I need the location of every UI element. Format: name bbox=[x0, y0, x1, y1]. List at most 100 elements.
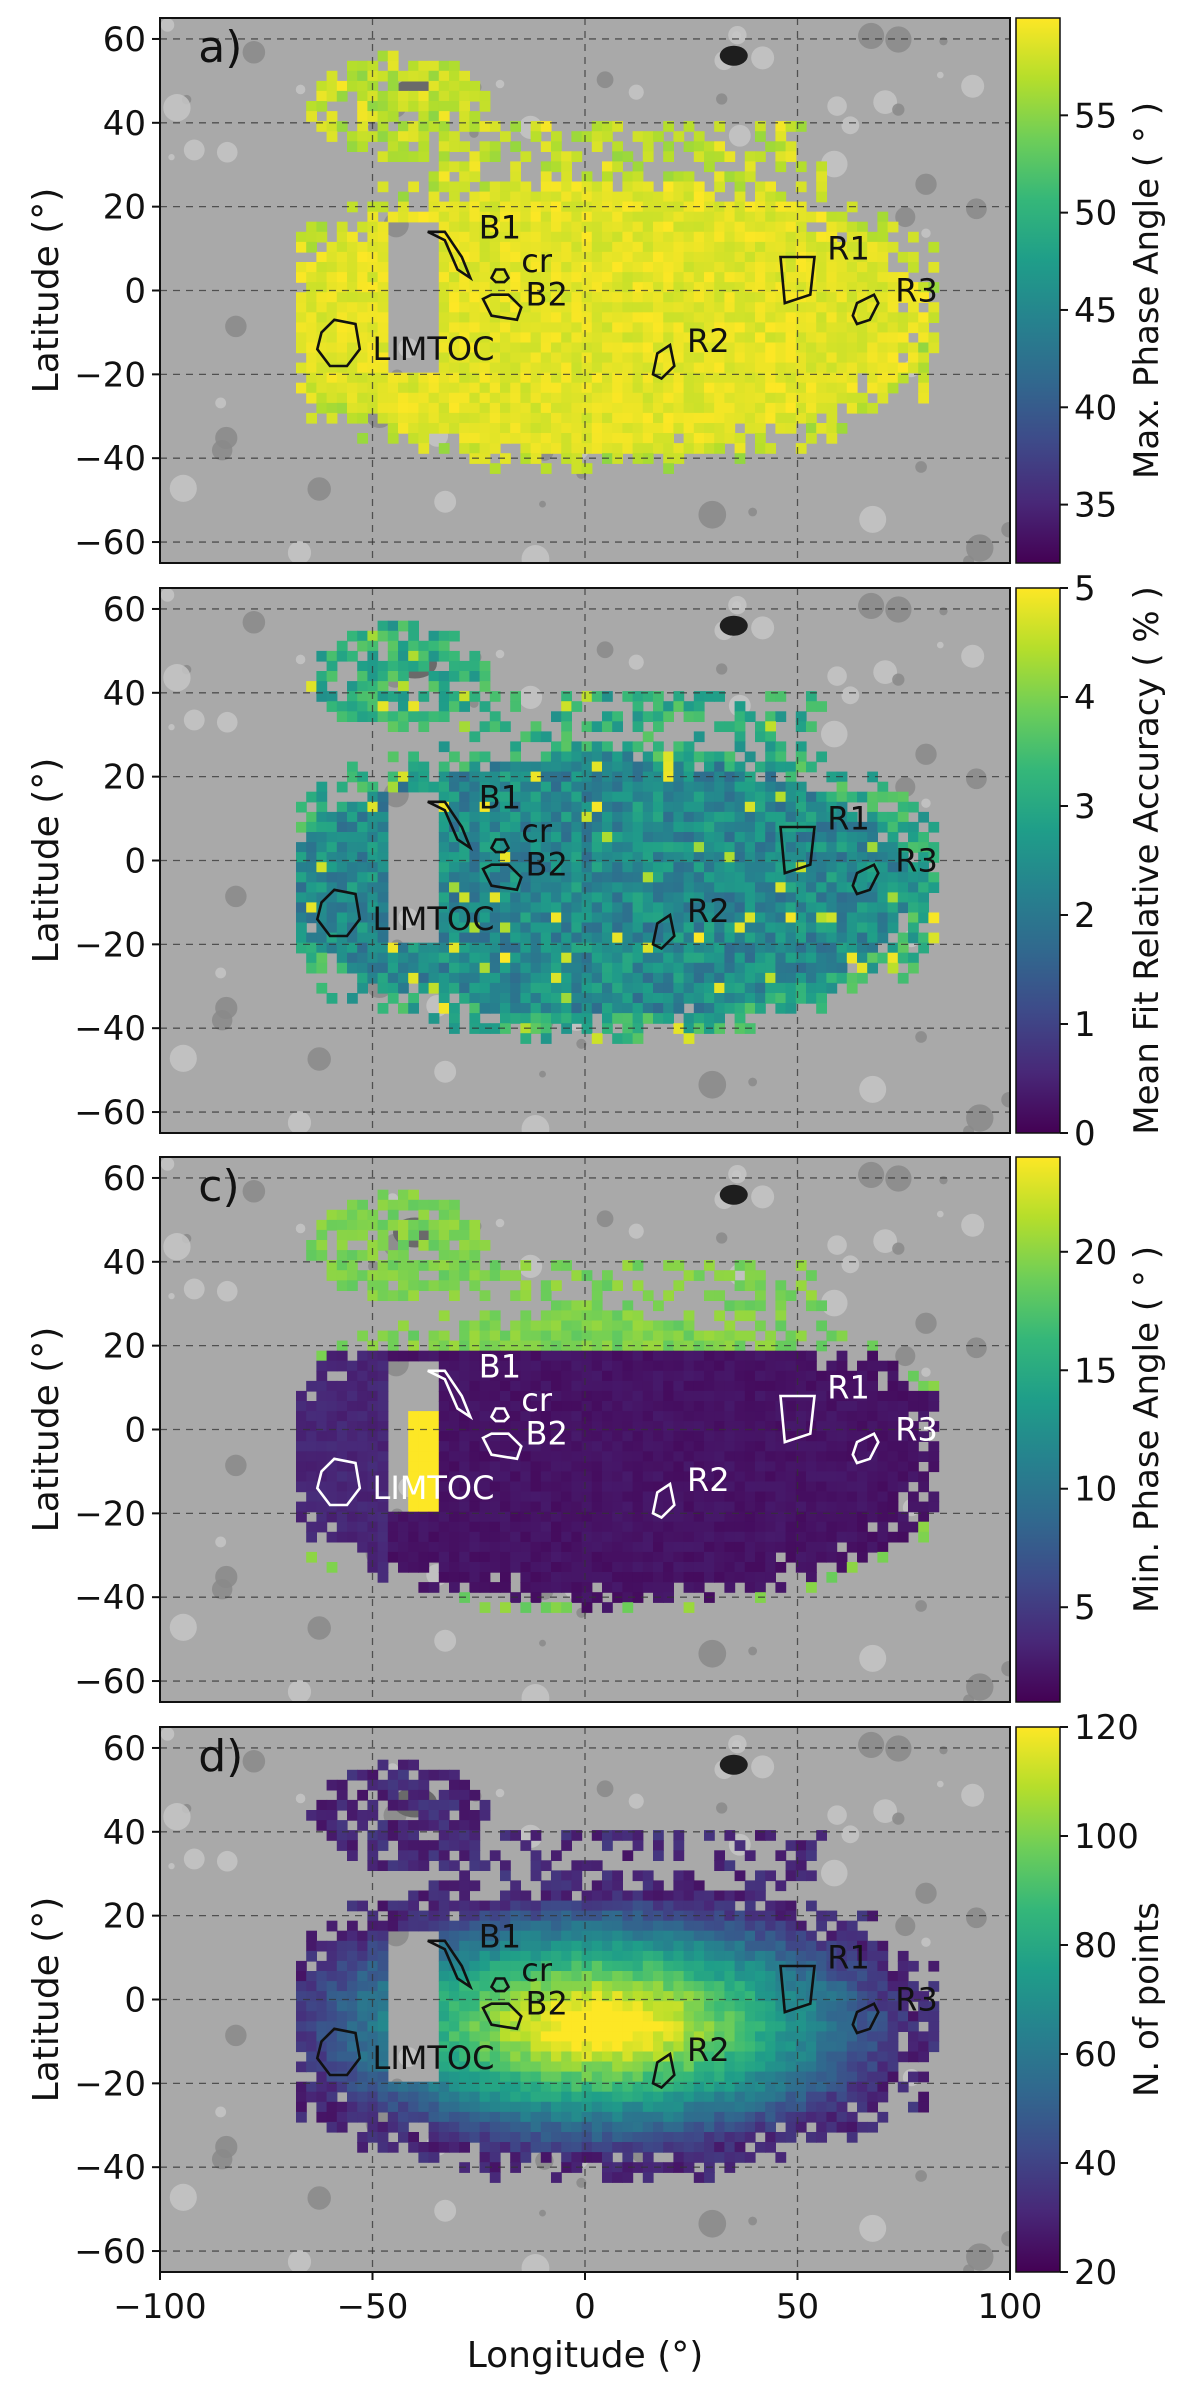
heatmap-cell bbox=[469, 1511, 481, 1523]
heatmap-cell bbox=[500, 201, 511, 213]
heatmap-cell bbox=[306, 352, 317, 364]
heatmap-cell bbox=[734, 1330, 746, 1342]
heatmap-cell bbox=[734, 1431, 746, 1442]
heatmap-cell bbox=[571, 392, 583, 404]
heatmap-cell bbox=[734, 1280, 746, 1291]
heatmap-cell bbox=[326, 852, 338, 863]
heatmap-cell bbox=[357, 1531, 368, 1543]
heatmap-cell bbox=[418, 1441, 430, 1452]
heatmap-cell bbox=[622, 302, 634, 313]
heatmap-cell bbox=[602, 433, 613, 444]
heatmap-cell bbox=[857, 972, 868, 984]
heatmap-cell bbox=[479, 1310, 491, 1322]
heatmap-cell bbox=[459, 433, 470, 444]
heatmap-cell bbox=[704, 912, 715, 924]
heatmap-cell bbox=[500, 433, 511, 444]
heatmap-cell bbox=[602, 161, 613, 173]
region-label-limtoc: LIMTOC bbox=[373, 330, 495, 368]
heatmap-cell bbox=[683, 1360, 695, 1372]
heatmap-cell bbox=[806, 993, 817, 1004]
heatmap-cell bbox=[479, 141, 491, 152]
heatmap-cell bbox=[367, 372, 379, 384]
heatmap-cell bbox=[438, 993, 450, 1004]
heatmap-cell bbox=[459, 801, 470, 813]
heatmap-cell bbox=[540, 781, 552, 793]
heatmap-cell bbox=[449, 1290, 460, 1301]
heatmap-cell bbox=[908, 1401, 919, 1412]
heatmap-cell bbox=[510, 231, 521, 243]
heatmap-cell bbox=[428, 962, 440, 974]
heatmap-cell bbox=[357, 1451, 368, 1462]
heatmap-cell bbox=[755, 882, 766, 893]
heatmap-cell bbox=[673, 1340, 685, 1352]
heatmap-cell bbox=[887, 352, 899, 364]
heatmap-cell bbox=[857, 241, 868, 253]
heatmap-cell bbox=[459, 241, 470, 253]
heatmap-cell bbox=[459, 811, 470, 823]
heatmap-cell bbox=[765, 1521, 776, 1533]
heatmap-cell bbox=[561, 872, 572, 883]
heatmap-cell bbox=[714, 993, 725, 1004]
heatmap-cell bbox=[867, 1370, 878, 1382]
heatmap-cell bbox=[795, 282, 807, 293]
heatmap-cell bbox=[612, 402, 623, 414]
region-label-cr: cr bbox=[521, 812, 553, 850]
heatmap-cell bbox=[561, 1541, 572, 1553]
heatmap-cell bbox=[877, 1401, 889, 1412]
heatmap-cell bbox=[510, 1521, 521, 1533]
heatmap-cell bbox=[551, 932, 562, 944]
heatmap-cell bbox=[316, 942, 328, 954]
heatmap-cell bbox=[377, 711, 389, 722]
heatmap-cell bbox=[469, 312, 481, 323]
heatmap-cell bbox=[602, 372, 613, 384]
heatmap-cell bbox=[602, 1431, 613, 1442]
heatmap-cell bbox=[755, 352, 766, 364]
heatmap-cell bbox=[846, 342, 858, 354]
heatmap-cell bbox=[612, 1541, 623, 1553]
heatmap-cell bbox=[469, 433, 481, 444]
heatmap-cell bbox=[520, 1370, 532, 1382]
heatmap-cell bbox=[500, 1013, 511, 1024]
heatmap-cell bbox=[336, 121, 348, 132]
heatmap-cell bbox=[336, 1401, 348, 1412]
heatmap-cell bbox=[765, 322, 776, 334]
crater bbox=[827, 1235, 847, 1255]
heatmap-cell bbox=[449, 382, 460, 394]
heatmap-cell bbox=[622, 993, 634, 1004]
heatmap-cell bbox=[642, 292, 654, 303]
heatmap-cell bbox=[561, 382, 572, 394]
heatmap-cell bbox=[347, 1531, 358, 1543]
heatmap-cell bbox=[724, 292, 736, 303]
heatmap-cell bbox=[816, 1531, 827, 1543]
heatmap-cell bbox=[561, 181, 572, 193]
heatmap-cell bbox=[418, 1451, 430, 1462]
heatmap-cell bbox=[673, 832, 685, 843]
heatmap-cell bbox=[540, 1370, 552, 1382]
heatmap-cell bbox=[795, 1380, 807, 1392]
heatmap-cell bbox=[663, 1461, 674, 1473]
heatmap-cell bbox=[857, 402, 868, 414]
crater bbox=[748, 1077, 758, 1087]
heatmap-cell bbox=[663, 912, 674, 924]
heatmap-cell bbox=[561, 372, 572, 384]
heatmap-cell bbox=[653, 1390, 664, 1402]
heatmap-cell bbox=[520, 1350, 532, 1362]
heatmap-cell bbox=[683, 821, 695, 833]
heatmap-cell bbox=[775, 211, 787, 223]
heatmap-cell bbox=[591, 1521, 603, 1533]
heatmap-cell bbox=[438, 962, 450, 974]
heatmap-cell bbox=[683, 761, 695, 773]
heatmap-cell bbox=[765, 932, 776, 944]
heatmap-cell bbox=[602, 342, 613, 354]
heatmap-cell bbox=[918, 1390, 929, 1402]
heatmap-cell bbox=[326, 90, 338, 102]
heatmap-cell bbox=[489, 1411, 501, 1422]
heatmap-cell bbox=[663, 241, 674, 253]
heatmap-cell bbox=[632, 1421, 644, 1432]
heatmap-cell bbox=[520, 151, 532, 162]
heatmap-cell bbox=[734, 342, 746, 354]
heatmap-cell bbox=[693, 842, 705, 853]
heatmap-cell bbox=[734, 332, 746, 344]
heatmap-cell bbox=[632, 412, 644, 424]
heatmap-cell bbox=[408, 412, 419, 424]
